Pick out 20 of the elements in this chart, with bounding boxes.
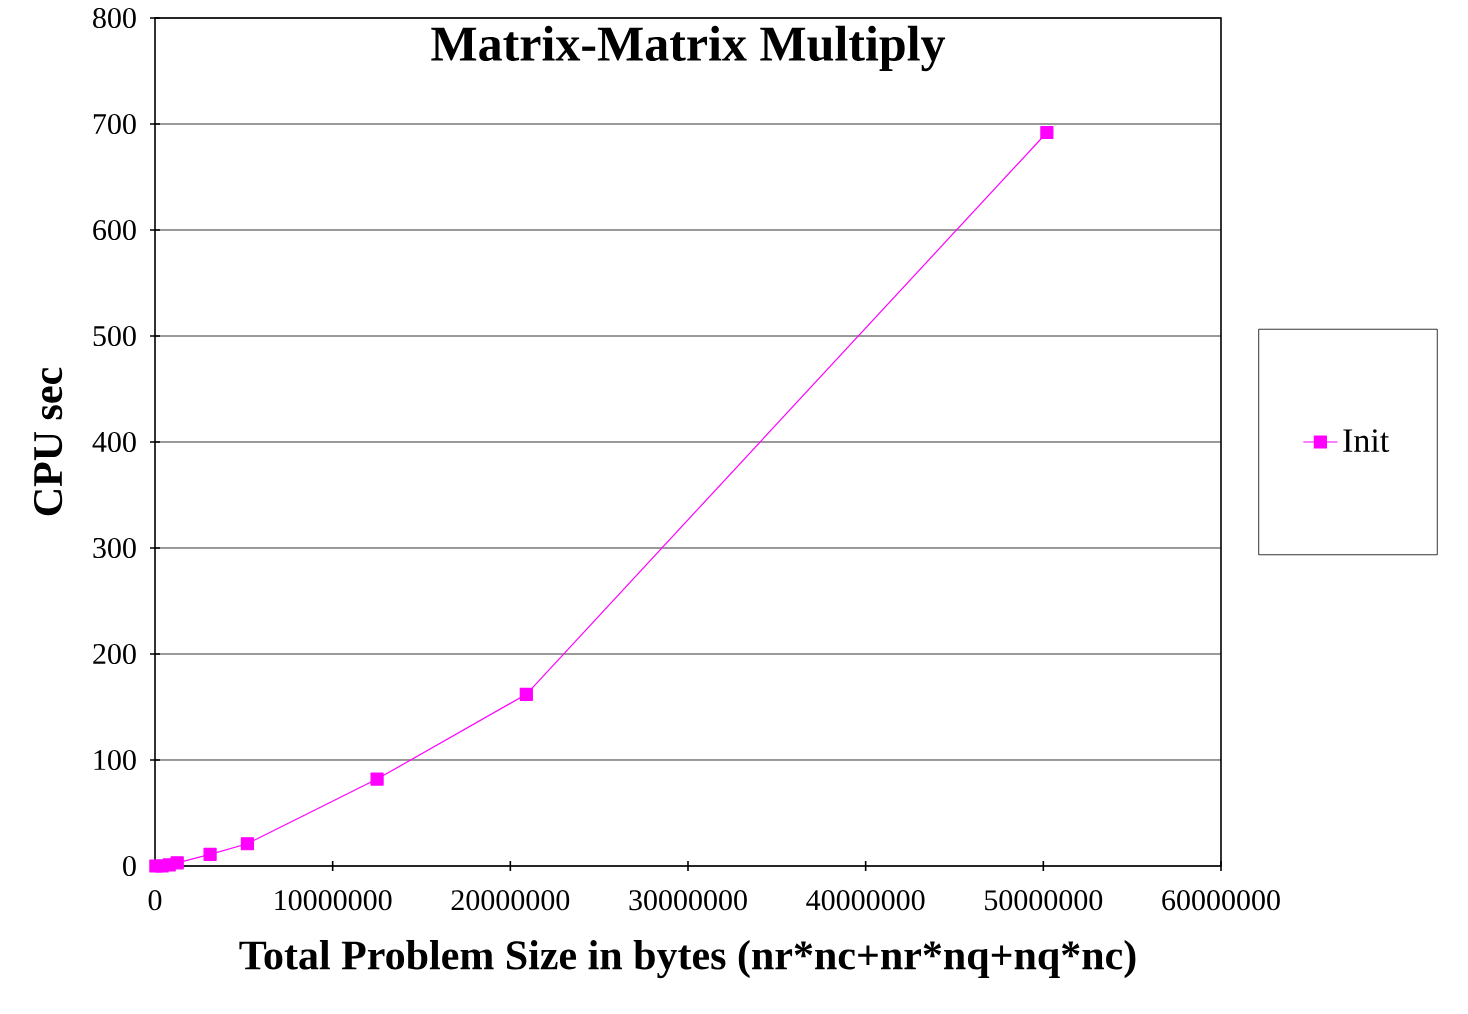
legend-label: Init — [1343, 429, 1390, 453]
x-axis-title: Total Problem Size in bytes (nr*nc+nr*nq+nq*nc) — [239, 940, 1136, 979]
x-tick-label: 20000000 — [451, 890, 570, 911]
y-axis-title: CPU sec — [33, 367, 63, 516]
x-tick-label: 0 — [148, 890, 162, 911]
x-tick-label: 10000000 — [275, 890, 392, 911]
y-tick-label: 800 — [93, 7, 136, 29]
chart-title: Matrix-Matrix Multiply — [431, 25, 946, 72]
y-tick-label: 500 — [93, 325, 136, 347]
y-tick-label: 0 — [123, 855, 136, 877]
y-tick-label: 600 — [93, 219, 136, 241]
x-tick-label: 50000000 — [985, 890, 1103, 911]
x-tick-label: 60000000 — [1162, 890, 1280, 911]
x-tick-label: 40000000 — [806, 890, 925, 911]
y-tick-label: 700 — [93, 113, 136, 135]
y-tick-label: 100 — [94, 749, 136, 771]
y-tick-label: 300 — [93, 537, 136, 559]
x-tick-label: 30000000 — [629, 890, 747, 911]
y-tick-label: 400 — [92, 431, 136, 453]
y-tick-label: 200 — [93, 643, 136, 665]
